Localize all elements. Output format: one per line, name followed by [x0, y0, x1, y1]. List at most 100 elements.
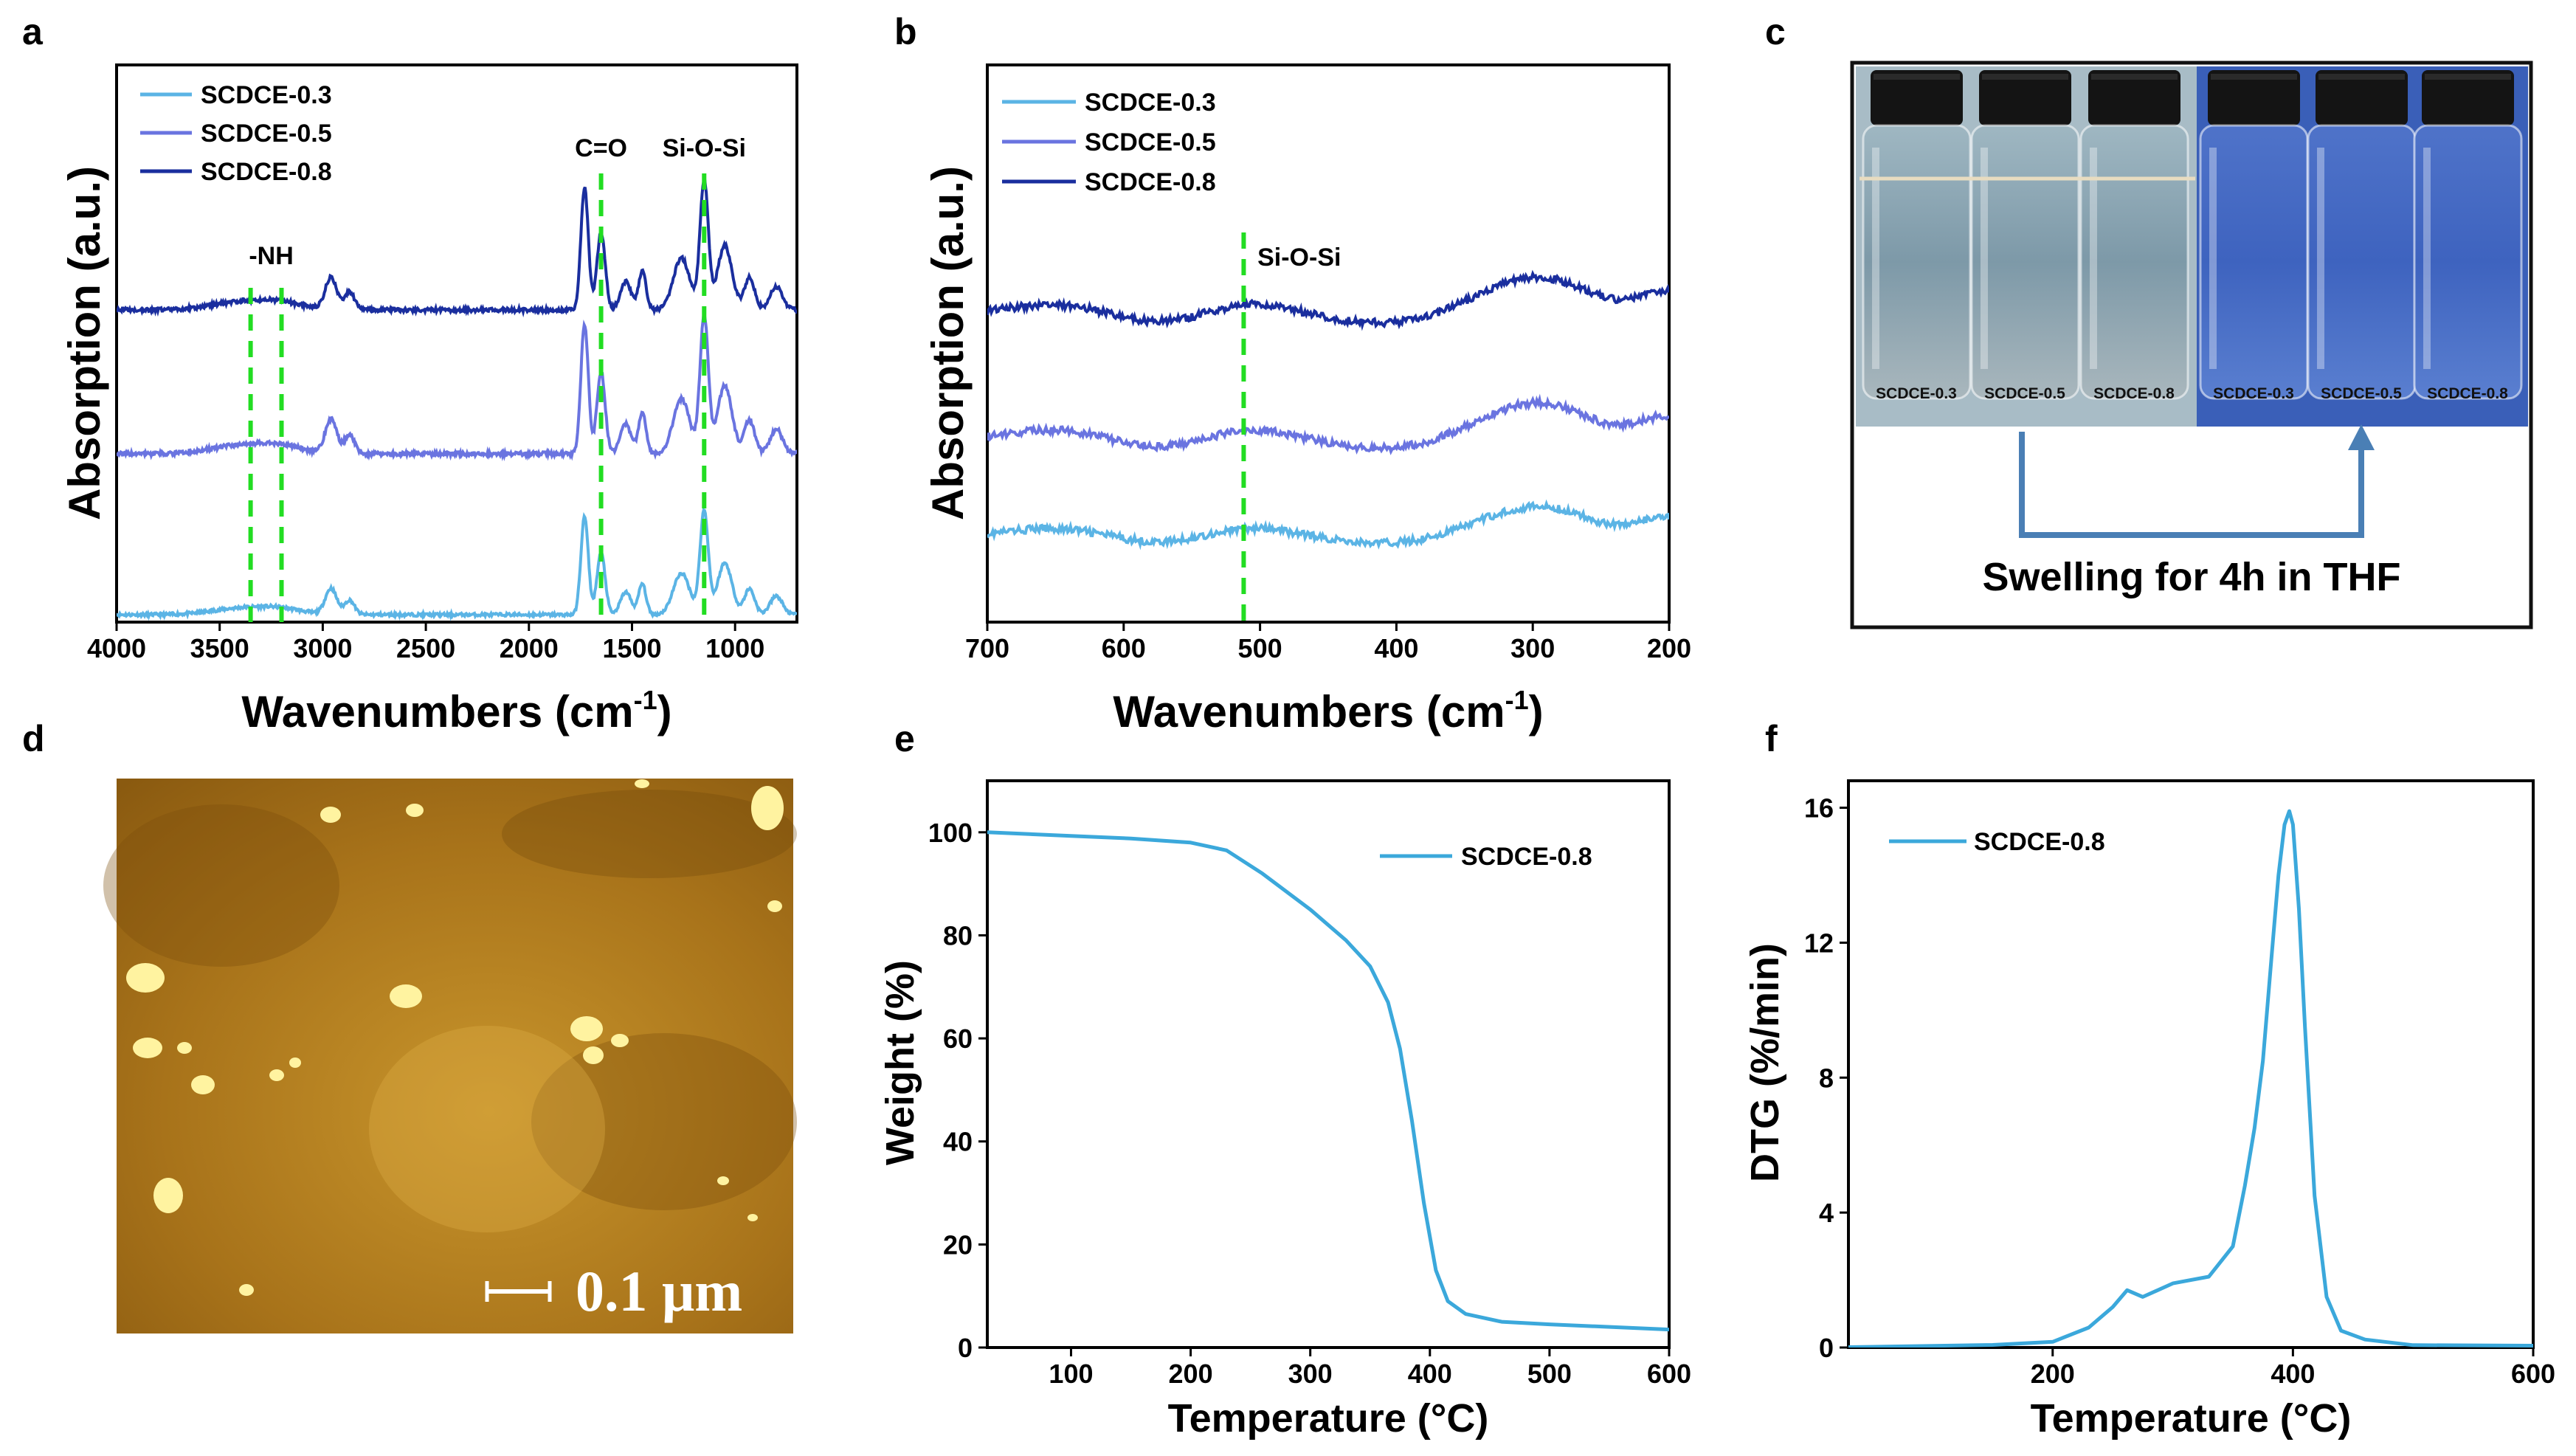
x-tick-label: 2000	[500, 633, 559, 663]
vial-cap-ridge	[2211, 74, 2297, 80]
panel-label-a: a	[22, 11, 44, 52]
axes-frame-b	[986, 63, 1671, 624]
legend-label: SCDCE-0.8	[1461, 843, 1592, 871]
afm-particle	[289, 1058, 301, 1068]
panel-c-photo: SCDCE-0.3 SCDCE-0.5 SCDCE-0.8 SCDCE-0.3 SCD…	[1850, 61, 2533, 629]
spectrum-line-scdce-0.8	[987, 269, 1669, 331]
x-axis-label-close: )	[657, 687, 672, 736]
vial-cap-ridge	[1874, 74, 1960, 80]
y-tick-label: 60	[943, 1024, 973, 1054]
vial-highlight	[1981, 148, 1988, 369]
y-tick-label: 20	[943, 1229, 973, 1260]
afm-particle	[747, 1214, 758, 1221]
afm-particle	[320, 807, 341, 823]
vial-cap	[2422, 70, 2514, 125]
legend-label: SCDCE-0.3	[1085, 89, 1216, 117]
y-tick-label: 8	[1819, 1063, 1834, 1093]
afm-particle	[406, 804, 424, 817]
y-axis-label: Absorption (a.u.)	[923, 166, 973, 520]
afm-particle	[191, 1075, 215, 1094]
x-tick-label: 1000	[705, 633, 764, 663]
spectrum-line-scdce-0.3	[117, 508, 797, 621]
peak-annotation: Si-O-Si	[1257, 244, 1341, 272]
x-axis-label: Wavenumbers (cm-1)	[241, 685, 671, 736]
afm-particle	[153, 1178, 183, 1213]
panel-b-ftir-chart: Si-O-Si 700 600 500 400 300 200 Wavenumbers (cm…	[923, 63, 1691, 736]
x-tick-label: 700	[965, 633, 1009, 663]
vial-highlight	[2317, 148, 2324, 369]
spectrum-line-scdce-0.3	[987, 499, 1669, 551]
vial-label: SCDCE-0.3	[2213, 385, 2294, 402]
x-tick-label: 4000	[87, 633, 146, 663]
vial-body	[1970, 124, 2080, 400]
vial-label: SCDCE-0.8	[2093, 385, 2175, 402]
legend-label: SCDCE-0.8	[1085, 168, 1216, 196]
tga-weight-line	[987, 830, 1669, 1332]
afm-background	[117, 779, 793, 1333]
vial-cap-ridge	[2318, 74, 2405, 80]
y-tick-label: 80	[943, 920, 973, 950]
afm-particle	[717, 1176, 729, 1185]
plot-area-a	[117, 177, 797, 621]
afm-particle	[239, 1284, 254, 1296]
afm-dark-region	[103, 804, 339, 967]
x-tick-label: 400	[1408, 1359, 1452, 1389]
x-axis-label: Wavenumbers (cm-1)	[1113, 685, 1543, 736]
vial-highlight	[2423, 148, 2431, 369]
afm-dark-region	[531, 1033, 797, 1210]
afm-particle	[635, 779, 649, 788]
axes-frame-f	[1847, 779, 2535, 1349]
afm-particle	[269, 1069, 284, 1081]
panel-label-c: c	[1765, 11, 1786, 52]
x-tick-label: 600	[2511, 1359, 2555, 1389]
vial-highlight	[2090, 148, 2097, 369]
afm-particle	[751, 786, 784, 830]
afm-particle	[177, 1042, 192, 1054]
vial-cap	[2208, 70, 2300, 125]
plot-area-e	[987, 830, 1669, 1332]
x-axis-label: Temperature (°C)	[2031, 1396, 2352, 1441]
peak-annotation: Si-O-Si	[663, 134, 746, 162]
afm-particle	[126, 963, 165, 993]
dtg-line	[1848, 809, 2533, 1348]
x-tick-label: 100	[1049, 1359, 1093, 1389]
y-tick-label: 0	[958, 1333, 973, 1363]
x-axis-label-superscript: -1	[634, 685, 657, 715]
legend-label: SCDCE-0.3	[201, 81, 332, 109]
legend-label: SCDCE-0.8	[1974, 828, 2105, 856]
y-tick-label: 40	[943, 1127, 973, 1157]
afm-particle	[390, 984, 422, 1008]
panel-label-e: e	[894, 718, 915, 759]
axes-frame-a	[115, 63, 798, 624]
panel-f-dtg-chart: 200 400 600 0 4 8 12 16 Temperature (°C) DTG (%/m…	[1743, 779, 2555, 1441]
y-tick-label: 16	[1804, 793, 1834, 824]
spectrum-line-scdce-0.8	[117, 177, 797, 318]
x-tick-label: 600	[1647, 1359, 1691, 1389]
x-tick-label: 500	[1527, 1359, 1572, 1389]
x-tick-label: 400	[2271, 1359, 2315, 1389]
x-axis-label-close: )	[1529, 687, 1544, 736]
vial-body	[2079, 124, 2189, 400]
panel-label-b: b	[894, 11, 917, 52]
afm-particle	[611, 1034, 629, 1047]
plot-area-f	[1848, 809, 2533, 1348]
swelling-caption: Swelling for 4h in THF	[1983, 555, 2401, 599]
x-tick-label: 400	[1374, 633, 1418, 663]
vial-cap-ridge	[2091, 74, 2178, 80]
vial-cap-ridge	[1982, 74, 2068, 80]
x-tick-label: 500	[1238, 633, 1282, 663]
vial-body	[1862, 124, 1972, 400]
afm-light-region	[369, 1026, 605, 1232]
vial-cap	[1871, 70, 1963, 125]
x-tick-label: 2500	[396, 633, 455, 663]
vial-label: SCDCE-0.5	[2321, 385, 2402, 402]
y-axis-label: Weight (%)	[878, 960, 922, 1165]
y-tick-label: 4	[1819, 1198, 1834, 1228]
x-axis-label-text: Wavenumbers (cm	[241, 687, 633, 736]
spectrum-line-scdce-0.5	[987, 393, 1669, 455]
x-tick-label: 3500	[190, 633, 249, 663]
x-tick-label: 3000	[293, 633, 352, 663]
y-axis-label: Absorption (a.u.)	[60, 166, 109, 520]
vial-cap	[2088, 70, 2180, 125]
